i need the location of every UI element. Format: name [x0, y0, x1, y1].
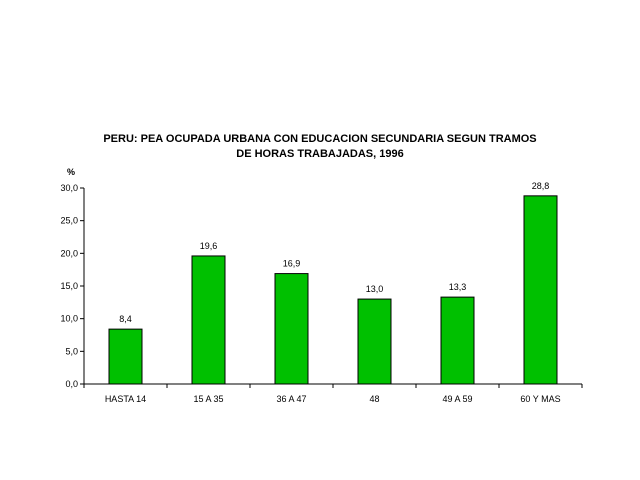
x-category-label: 15 A 35 [193, 394, 223, 404]
chart-title-line-2: DE HORAS TRABAJADAS, 1996 [236, 148, 404, 160]
x-category-label: HASTA 14 [105, 394, 146, 404]
y-tick-label: 30,0 [60, 183, 78, 193]
bar-value-label: 28,8 [532, 181, 550, 191]
bar-value-label: 16,9 [283, 259, 301, 269]
y-tick-label: 0,0 [65, 379, 78, 389]
x-category-label: 49 A 59 [442, 394, 472, 404]
bar [108, 328, 143, 385]
x-category-label: 36 A 47 [276, 394, 306, 404]
labels: 0,0 5,0 10,0 15,0 20,0 25,0 30,0 8,4 HASTA 14 19,… [60, 181, 560, 404]
y-tick-label: 15,0 [60, 281, 78, 291]
bar-value-label: 19,6 [200, 241, 218, 251]
y-tick-label: 25,0 [60, 216, 78, 226]
x-category-label: 48 [369, 394, 379, 404]
bar [357, 298, 392, 385]
x-category-label: 60 Y MAS [520, 394, 560, 404]
bars [108, 195, 558, 385]
bar-value-label: 8,4 [119, 314, 132, 324]
bar [274, 273, 309, 385]
y-tick-label: 20,0 [60, 248, 78, 258]
chart-title-line-1: PERU: PEA OCUPADA URBANA CON EDUCACION S… [103, 133, 537, 145]
bar-value-label: 13,0 [366, 284, 384, 294]
y-tick-label: 10,0 [60, 314, 78, 324]
chart-title: PERU: PEA OCUPADA URBANA CON EDUCACION S… [0, 132, 640, 162]
bar-value-label: 13,3 [449, 282, 467, 292]
y-tick-label: 5,0 [65, 346, 78, 356]
bar [440, 296, 475, 385]
bar [523, 195, 558, 385]
bar [191, 255, 226, 385]
y-axis-unit-label: % [67, 167, 75, 177]
axes [80, 187, 583, 388]
